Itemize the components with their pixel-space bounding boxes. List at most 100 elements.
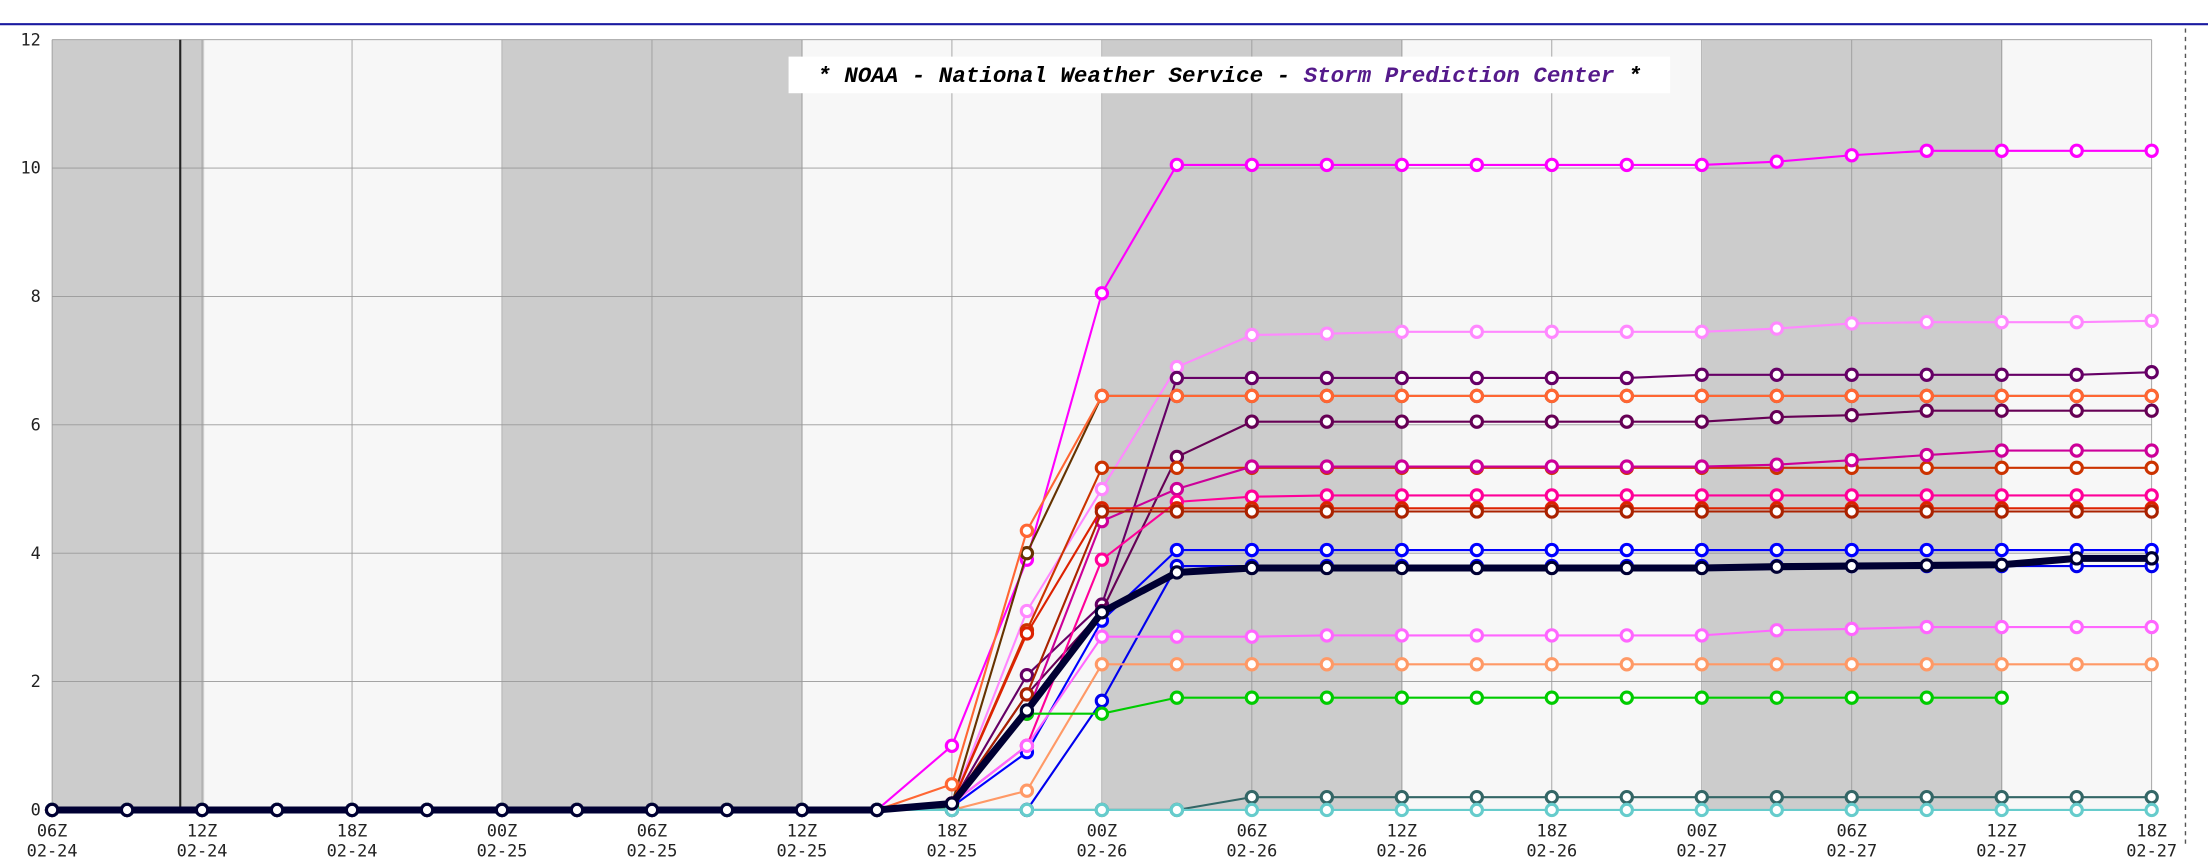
point xyxy=(2069,388,2084,404)
point xyxy=(1769,690,1784,705)
point xyxy=(1319,370,1335,386)
point xyxy=(1244,802,1260,818)
point xyxy=(1319,459,1335,474)
point xyxy=(1844,452,1859,468)
y-tick-label: 0 xyxy=(31,800,41,820)
point xyxy=(1994,802,2009,818)
point xyxy=(2069,403,2084,418)
point xyxy=(2069,619,2084,635)
point xyxy=(1169,157,1185,173)
point xyxy=(1469,459,1484,474)
point xyxy=(1619,324,1634,339)
point xyxy=(1619,802,1634,818)
point xyxy=(2144,619,2159,635)
point xyxy=(1244,542,1260,558)
point xyxy=(1844,367,1859,382)
point xyxy=(1094,657,1110,672)
point xyxy=(1919,690,1934,705)
x-tick-label: 18Z 02-27 xyxy=(2126,821,2177,861)
x-tick-label: 06Z 02-27 xyxy=(1826,821,1877,861)
point xyxy=(1469,657,1484,672)
point xyxy=(1844,504,1859,519)
point xyxy=(1769,367,1784,382)
point xyxy=(1019,523,1035,538)
point xyxy=(1769,657,1784,672)
point xyxy=(1694,560,1709,576)
point xyxy=(269,802,285,818)
point xyxy=(1244,789,1260,805)
point xyxy=(1694,157,1709,173)
point xyxy=(1319,157,1335,173)
point xyxy=(1994,557,2009,572)
point xyxy=(1169,657,1185,672)
point xyxy=(1169,388,1185,404)
point xyxy=(1244,327,1260,343)
point xyxy=(1769,542,1784,558)
y-tick-label: 2 xyxy=(31,671,41,691)
point xyxy=(1919,789,1934,805)
point xyxy=(1394,690,1410,705)
point xyxy=(1094,460,1110,476)
y-tick-label: 12 xyxy=(21,29,41,49)
point xyxy=(1769,789,1784,805)
point xyxy=(1994,504,2009,519)
point xyxy=(1694,802,1709,818)
point xyxy=(1244,414,1260,429)
point xyxy=(2144,443,2159,458)
point xyxy=(1694,367,1709,382)
point xyxy=(1244,504,1260,519)
point xyxy=(1244,370,1260,386)
point xyxy=(1994,143,2009,158)
point xyxy=(1694,504,1709,519)
point xyxy=(1394,542,1410,558)
point xyxy=(1619,157,1634,173)
x-tick-label: 00Z 02-25 xyxy=(477,821,528,861)
point xyxy=(1694,459,1709,474)
point xyxy=(1919,488,1934,503)
point xyxy=(1244,690,1260,705)
point xyxy=(1394,789,1410,805)
point xyxy=(1994,314,2009,330)
point xyxy=(944,796,960,811)
x-tick-label: 18Z 02-25 xyxy=(927,821,978,861)
point xyxy=(1544,789,1559,805)
point xyxy=(1469,324,1484,339)
point xyxy=(1844,488,1859,503)
point xyxy=(1919,403,1934,418)
point xyxy=(1244,388,1260,404)
point xyxy=(1094,552,1110,567)
point xyxy=(1844,802,1859,818)
point xyxy=(1094,504,1110,519)
point xyxy=(1319,628,1335,643)
point xyxy=(1919,558,1934,573)
point xyxy=(2144,313,2159,329)
point xyxy=(1769,388,1784,404)
point xyxy=(1544,459,1559,474)
point xyxy=(1544,657,1559,672)
point xyxy=(1319,690,1335,705)
point xyxy=(1094,802,1110,818)
point xyxy=(1544,628,1559,643)
point xyxy=(1694,324,1709,339)
point xyxy=(2069,657,2084,672)
point xyxy=(1619,657,1634,672)
series-lines xyxy=(44,143,2159,818)
point xyxy=(1544,157,1559,173)
point xyxy=(1319,542,1335,558)
point xyxy=(1319,802,1335,818)
x-tick-label: 12Z 02-26 xyxy=(1376,821,1427,861)
point xyxy=(1994,619,2009,635)
point xyxy=(1844,542,1859,558)
point xyxy=(1169,504,1185,519)
point xyxy=(1994,657,2009,672)
point xyxy=(1544,802,1559,818)
point xyxy=(1469,690,1484,705)
point xyxy=(644,802,660,818)
point xyxy=(1694,488,1709,503)
point xyxy=(1544,370,1559,386)
point xyxy=(1244,560,1260,576)
point xyxy=(1694,542,1709,558)
point xyxy=(1844,621,1859,637)
point xyxy=(1319,414,1335,429)
